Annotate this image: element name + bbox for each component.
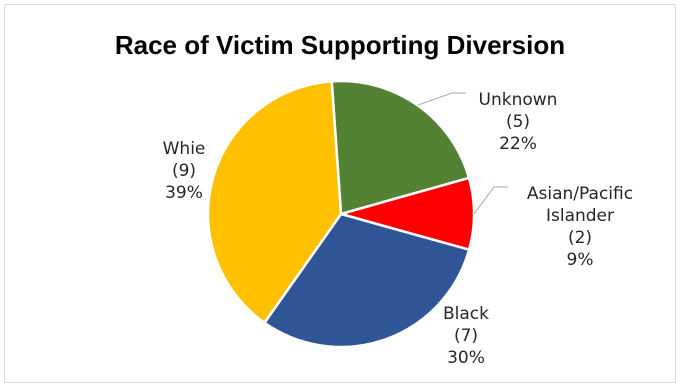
data-label-line: 30% — [447, 348, 485, 368]
data-label-line: Unknown — [479, 90, 558, 110]
data-label: Unknown (5) 22% — [479, 90, 558, 154]
data-label-line: (5) — [506, 112, 530, 132]
data-label: Black (7) 30% — [443, 304, 489, 368]
pie-slice-black — [263, 212, 471, 349]
pie-slice-whie — [206, 80, 343, 325]
pie-slice-unknown — [330, 79, 471, 216]
leader-lines — [417, 92, 508, 215]
leader-line — [417, 92, 466, 106]
data-label: Asian/Pacific Islander (2) 9% — [527, 184, 633, 270]
data-label-line: Asian/Pacific — [527, 184, 633, 204]
data-labels: Unknown (5) 22% Asian/Pacific Islander (2) 9% B… — [163, 90, 633, 368]
data-label-line: Whie — [163, 139, 206, 159]
leader-line — [473, 186, 508, 215]
pie-slices — [206, 79, 476, 349]
data-label-line: (9) — [172, 161, 196, 181]
data-label: Whie (9) 39% — [163, 139, 206, 203]
data-label-line: Islander — [546, 206, 614, 226]
data-label-line: 22% — [499, 134, 537, 154]
data-label-line: (7) — [454, 326, 478, 346]
chart-title: Race of Victim Supporting Diversion — [115, 30, 565, 60]
data-label-line: Black — [443, 304, 489, 324]
data-label-line: (2) — [568, 228, 592, 248]
data-label-line: 9% — [567, 250, 594, 270]
data-label-line: 39% — [165, 183, 203, 203]
